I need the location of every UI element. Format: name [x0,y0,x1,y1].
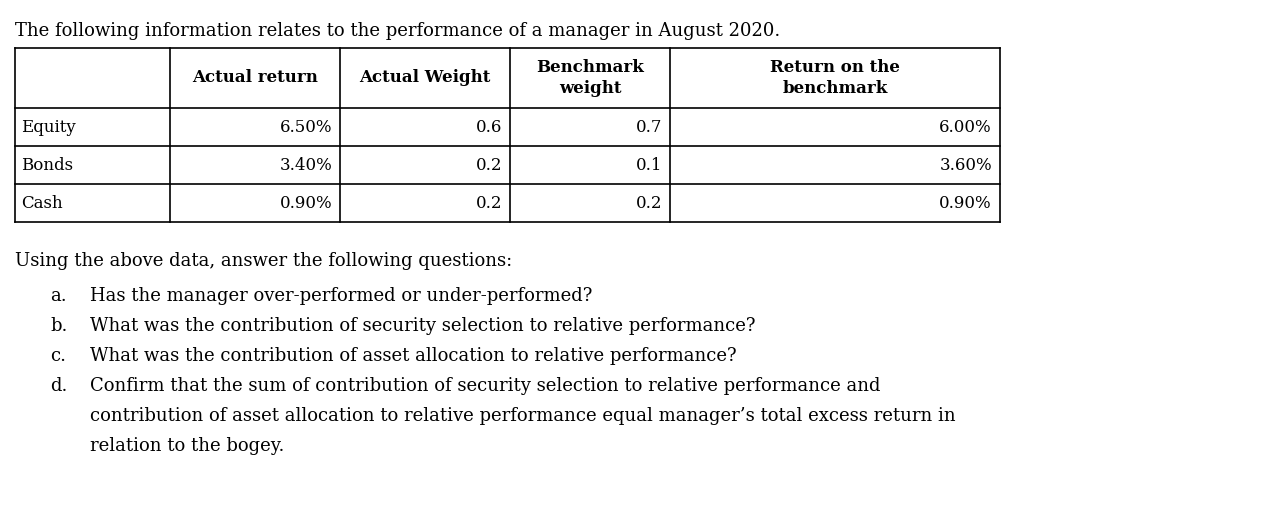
Text: What was the contribution of asset allocation to relative performance?: What was the contribution of asset alloc… [90,347,737,365]
Text: Equity: Equity [22,119,76,136]
Text: b.: b. [50,317,67,335]
Text: 0.7: 0.7 [635,119,662,136]
Text: relation to the bogey.: relation to the bogey. [90,437,284,455]
Text: Cash: Cash [22,195,62,212]
Text: c.: c. [50,347,66,365]
Text: a.: a. [50,287,66,305]
Text: 6.00%: 6.00% [940,119,992,136]
Text: Confirm that the sum of contribution of security selection to relative performan: Confirm that the sum of contribution of … [90,377,880,395]
Text: Benchmark
weight: Benchmark weight [536,59,644,97]
Text: Actual Weight: Actual Weight [359,70,490,87]
Text: 0.2: 0.2 [475,156,502,173]
Text: Return on the
benchmark: Return on the benchmark [770,59,900,97]
Text: Actual return: Actual return [192,70,318,87]
Text: The following information relates to the performance of a manager in August 2020: The following information relates to the… [15,22,780,40]
Text: 0.6: 0.6 [476,119,502,136]
Text: 3.40%: 3.40% [279,156,331,173]
Text: 0.2: 0.2 [635,195,662,212]
Text: What was the contribution of security selection to relative performance?: What was the contribution of security se… [90,317,756,335]
Text: 3.60%: 3.60% [940,156,992,173]
Text: 0.90%: 0.90% [940,195,992,212]
Text: 0.90%: 0.90% [279,195,331,212]
Text: Bonds: Bonds [22,156,74,173]
Text: d.: d. [50,377,67,395]
Text: Has the manager over-performed or under-performed?: Has the manager over-performed or under-… [90,287,592,305]
Text: 0.1: 0.1 [635,156,662,173]
Text: 0.2: 0.2 [475,195,502,212]
Text: 6.50%: 6.50% [279,119,331,136]
Text: contribution of asset allocation to relative performance equal manager’s total e: contribution of asset allocation to rela… [90,407,955,425]
Text: Using the above data, answer the following questions:: Using the above data, answer the followi… [15,252,512,270]
